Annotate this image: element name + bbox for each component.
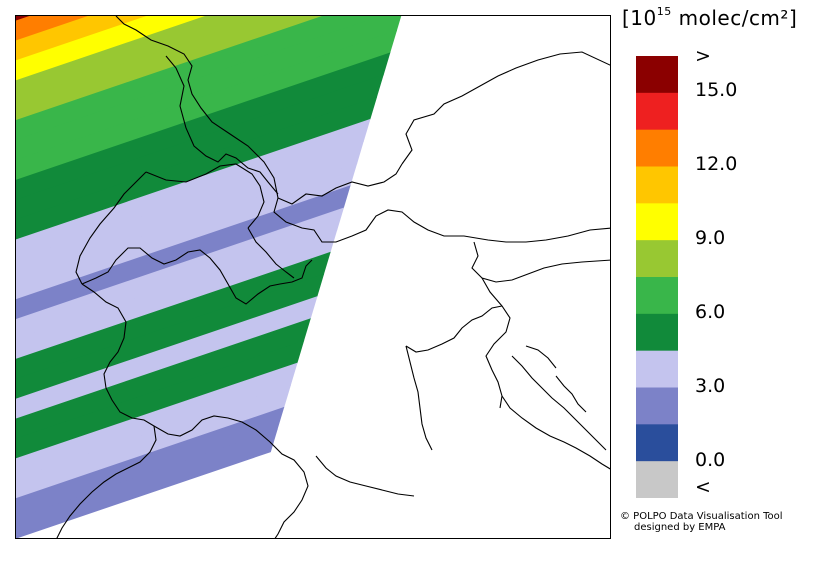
legend-label-0: 0.0	[695, 449, 726, 471]
legend-swatch	[636, 240, 678, 278]
credit-line-2: designed by EMPA	[634, 522, 726, 533]
swath-stripe	[16, 296, 318, 420]
swath-stripe	[16, 229, 338, 360]
swath-stripe	[16, 384, 291, 499]
legend-label-9: 9.0	[695, 227, 726, 249]
unit-exponent: 15	[656, 5, 672, 19]
legend-label-15: 15.0	[695, 79, 738, 101]
legend-swatch	[636, 350, 678, 389]
swath-stripe	[16, 74, 384, 221]
legend-label-above: >	[695, 45, 711, 67]
satellite-swath	[16, 16, 402, 538]
legend-units: [1015 molec/cm²]	[622, 5, 798, 30]
legend-swatch	[636, 166, 678, 204]
swath-stripe	[16, 163, 358, 300]
swath-stripe	[16, 30, 397, 181]
swath-stripe	[16, 141, 364, 281]
swath-stripe	[16, 207, 344, 340]
swath-stripe	[16, 16, 402, 161]
unit-text: molec/cm²	[678, 6, 789, 30]
swath-stripe	[16, 406, 285, 519]
swath-stripe	[16, 340, 305, 460]
legend-swatch	[636, 129, 678, 168]
legend-label-below: <	[695, 476, 711, 498]
swath-stripe	[16, 52, 391, 201]
legend-label-3: 3.0	[695, 375, 726, 397]
swath-stripe	[16, 362, 298, 479]
legend-swatch	[636, 277, 678, 315]
map-panel	[15, 15, 611, 539]
swath-stripe	[16, 185, 351, 320]
credit-line-1: © POLPO Data Visualisation Tool	[620, 511, 783, 522]
legend-swatch	[636, 92, 678, 131]
credit-text: © POLPO Data Visualisation Tool designed…	[620, 511, 783, 533]
legend-swatch	[636, 56, 678, 94]
legend-swatch	[636, 424, 678, 462]
legend-swatch	[636, 313, 678, 352]
country-borders	[56, 16, 610, 538]
swath-stripe	[16, 273, 325, 400]
legend-swatch	[636, 387, 678, 425]
legend-swatch	[636, 203, 678, 241]
swath-stripe	[16, 429, 278, 538]
swath-stripe	[16, 318, 311, 440]
legend-label-12: 12.0	[695, 153, 738, 175]
legend-swatch	[636, 461, 678, 498]
no2-column-map	[16, 16, 610, 538]
swath-stripe	[16, 96, 378, 241]
swath-stripe	[16, 251, 331, 380]
color-scale-bar	[636, 56, 678, 498]
legend-label-6: 6.0	[695, 301, 726, 323]
swath-stripe	[16, 118, 371, 261]
